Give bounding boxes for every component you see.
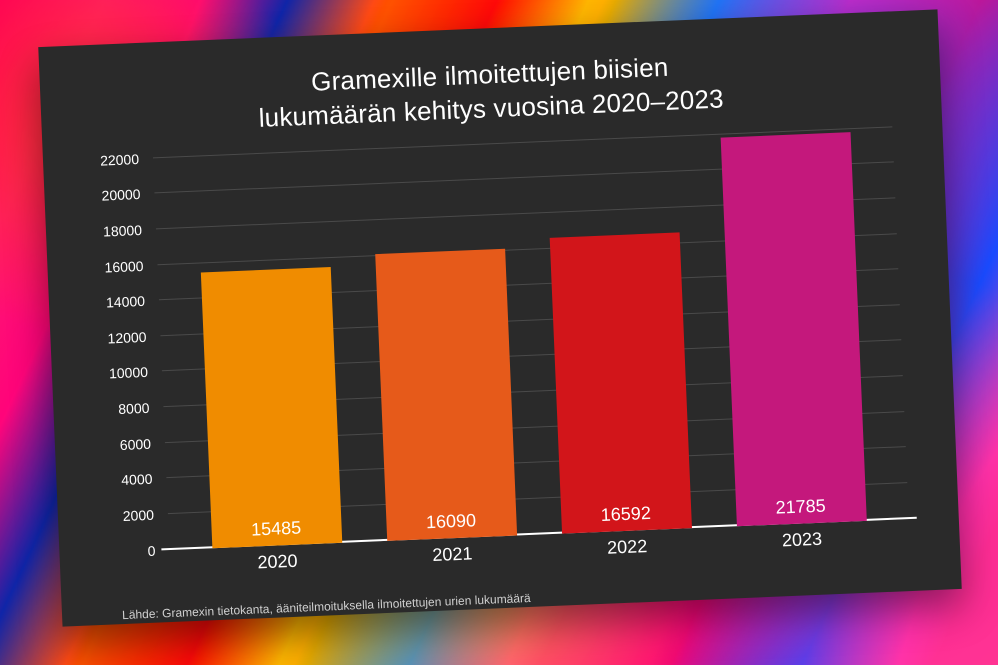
bar-value-label: 16090	[386, 508, 517, 534]
chart-card: Gramexille ilmoitettujen biisien lukumää…	[38, 9, 961, 626]
y-tick-label: 20000	[101, 186, 155, 204]
bar-value-label: 21785	[735, 493, 866, 519]
bar-wrap: 217852023	[720, 129, 866, 526]
chart-area: 0200040006000800010000120001400016000180…	[153, 127, 910, 578]
bar: 16592	[549, 232, 691, 533]
bar-value-label: 16592	[560, 501, 691, 527]
y-tick-label: 8000	[118, 399, 164, 417]
bars-container: 154852020160902021165922022217852023	[153, 127, 909, 550]
y-tick-label: 6000	[119, 435, 165, 453]
x-category-label: 2023	[736, 520, 867, 552]
y-tick-label: 22000	[100, 150, 154, 168]
x-category-label: 2020	[212, 542, 343, 574]
y-tick-label: 12000	[107, 328, 161, 346]
bar: 15485	[200, 267, 341, 548]
bar-wrap: 165922022	[545, 136, 691, 533]
y-tick-label: 18000	[103, 221, 157, 239]
bar-wrap: 160902021	[370, 143, 516, 540]
chart-title: Gramexille ilmoitettujen biisien lukumää…	[79, 41, 901, 143]
y-tick-label: 10000	[109, 364, 163, 382]
y-tick-label: 16000	[104, 257, 158, 275]
y-tick-label: 2000	[122, 506, 168, 524]
bar: 21785	[720, 133, 866, 526]
x-category-label: 2022	[562, 528, 693, 560]
y-tick-label: 4000	[121, 470, 167, 488]
bar-wrap: 154852020	[195, 151, 341, 548]
y-tick-label: 14000	[106, 292, 160, 310]
y-tick-label: 0	[147, 542, 169, 559]
bar: 16090	[375, 249, 517, 541]
bar-value-label: 15485	[211, 515, 342, 541]
x-category-label: 2021	[387, 535, 518, 567]
